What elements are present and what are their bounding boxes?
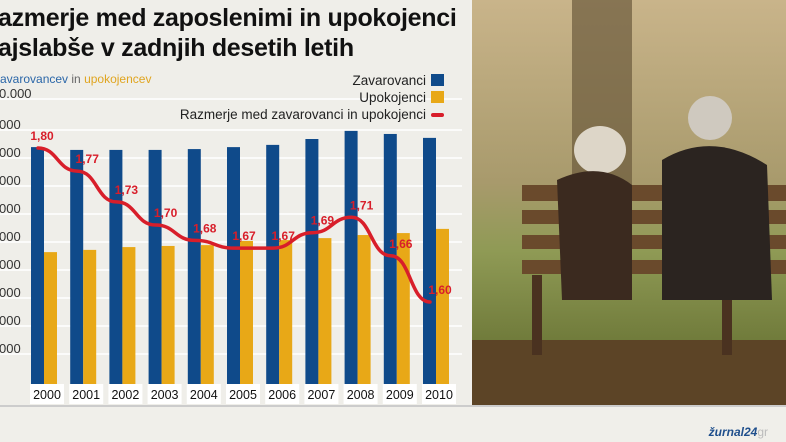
- ratio-point: [390, 255, 392, 257]
- ratio-point: [272, 247, 274, 249]
- x-tick-box: [186, 384, 221, 404]
- x-tick-label: 2006: [268, 388, 296, 402]
- bar-zavarovanci: [31, 147, 44, 384]
- subtitle-in: in: [68, 72, 85, 86]
- legend-label: Zavarovanci: [352, 73, 426, 88]
- ratio-point: [351, 216, 353, 218]
- ratio-point: [76, 170, 78, 172]
- ratio-data-label: 1,70: [154, 206, 178, 220]
- bar-upokojenci: [357, 235, 371, 384]
- x-tick-box: [265, 384, 300, 404]
- bar-upokojenci: [83, 249, 97, 384]
- ratio-point: [311, 232, 313, 234]
- subtitle-insured: avarovancev: [0, 72, 69, 86]
- y-tick-label: 000: [0, 313, 21, 328]
- bar-upokojenci: [44, 252, 57, 384]
- y-tick-label: 000: [0, 285, 21, 300]
- y-tick-label: 000: [0, 145, 21, 160]
- ratio-data-label: 1,69: [311, 214, 335, 228]
- x-tick-box: [69, 384, 104, 404]
- ratio-point: [115, 201, 117, 203]
- x-tick-box: [422, 384, 456, 404]
- chart-subtitle: avarovancev in upokojencev: [0, 72, 151, 86]
- chart-title-line2: ajslabše v zadnjih desetih letih: [0, 34, 354, 62]
- y-tick-label: 000: [0, 341, 21, 356]
- bar-zavarovanci: [344, 130, 358, 384]
- x-tick-box: [226, 384, 260, 404]
- bar-upokojenci: [240, 240, 253, 384]
- bar-zavarovanci: [423, 137, 436, 384]
- chart-title-line1: azmerje med zaposlenimi in upokojenci: [0, 4, 457, 32]
- ratio-data-label: 1,66: [389, 237, 413, 251]
- ratio-point: [233, 247, 235, 249]
- bar-upokojenci: [200, 245, 214, 384]
- y-tick-label: 000: [0, 257, 21, 272]
- bar-zavarovanci: [305, 139, 319, 384]
- bar-upokojenci: [279, 240, 293, 384]
- ratio-point: [155, 224, 157, 226]
- y-tick-label: 0.000: [0, 86, 32, 101]
- ratio-data-label: 1,77: [76, 152, 100, 166]
- x-tick-box: [304, 384, 339, 404]
- x-tick-label: 2004: [190, 388, 218, 402]
- ratio-data-label: 1,73: [115, 183, 139, 197]
- x-tick-label: 2003: [151, 388, 179, 402]
- ratio-data-label: 1,80: [30, 129, 54, 143]
- ratio-data-label: 1,60: [428, 283, 452, 297]
- x-tick-box: [382, 384, 417, 404]
- x-tick-box: [30, 384, 64, 404]
- x-tick-label: 2005: [229, 388, 257, 402]
- ratio-point: [429, 301, 431, 303]
- y-tick-label: 000: [0, 117, 21, 132]
- x-tick-label: 2009: [386, 388, 414, 402]
- bar-zavarovanci: [227, 147, 240, 384]
- footer-bar: žurnal24gr: [0, 405, 786, 442]
- bar-upokojenci: [436, 228, 449, 384]
- bar-zavarovanci: [266, 144, 280, 384]
- y-tick-label: 000: [0, 201, 21, 216]
- bar-zavarovanci: [148, 149, 162, 384]
- legend-label: Upokojenci: [359, 90, 426, 105]
- subtitle-retired: upokojencev: [84, 72, 152, 86]
- bar-zavarovanci: [109, 149, 123, 384]
- y-tick-label: 000: [0, 173, 21, 188]
- ratio-point: [194, 239, 196, 241]
- x-tick-label: 2001: [72, 388, 100, 402]
- ratio-data-label: 1,67: [272, 229, 296, 243]
- bar-upokojenci: [161, 245, 175, 384]
- x-tick-label: 2000: [33, 388, 61, 402]
- ratio-point: [37, 147, 39, 149]
- x-tick-box: [343, 384, 378, 404]
- y-tick-label: 000: [0, 229, 21, 244]
- chart-panel: azmerje med zaposlenimi in upokojenci aj…: [0, 4, 462, 404]
- ratio-data-label: 1,67: [232, 229, 256, 243]
- x-tick-label: 2007: [307, 388, 335, 402]
- x-tick-box: [147, 384, 182, 404]
- photo-elderly-couple-on-bench: [472, 0, 786, 405]
- legend-label: Razmerje med zavarovanci in upokojenci: [180, 107, 426, 122]
- zurnal24-logo[interactable]: žurnal24gr: [708, 425, 768, 439]
- bar-upokojenci: [122, 247, 136, 384]
- x-tick-label: 2008: [347, 388, 375, 402]
- ratio-data-label: 1,68: [193, 221, 217, 235]
- bar-upokojenci: [318, 238, 332, 384]
- x-tick-box: [108, 384, 143, 404]
- x-tick-label: 2002: [111, 388, 139, 402]
- ratio-data-label: 1,71: [350, 198, 374, 212]
- bar-zavarovanci: [70, 149, 84, 384]
- legend-swatch: [431, 91, 444, 103]
- bar-zavarovanci: [383, 133, 397, 384]
- legend-swatch: [431, 113, 444, 117]
- chart-svg: 0.000 000 000 000 000 000 000 000 000 000 Zavarova…: [0, 73, 462, 404]
- legend-swatch: [431, 74, 444, 86]
- x-tick-label: 2010: [425, 388, 453, 402]
- bar-zavarovanci: [187, 149, 201, 384]
- bar-upokojenci: [396, 233, 410, 384]
